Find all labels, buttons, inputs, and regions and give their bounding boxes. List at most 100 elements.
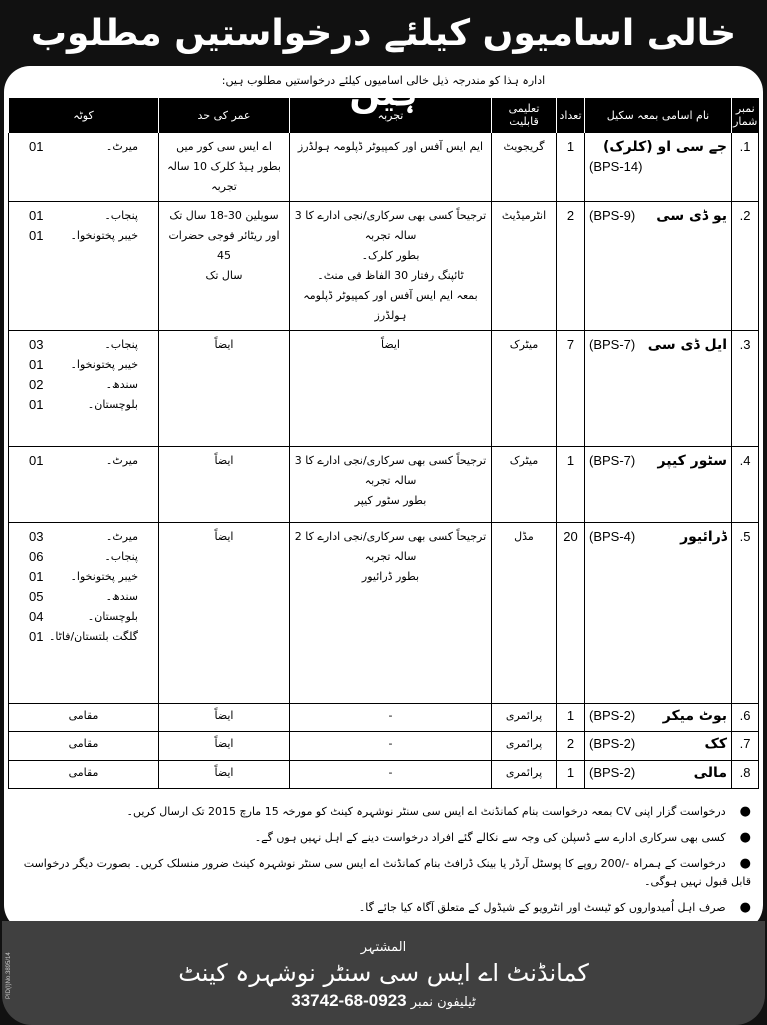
quota-local: مقامی <box>68 709 99 722</box>
post-count: 1 <box>566 765 575 780</box>
note-item: کسی بھی سرکاری ادارے سے ڈسپلن کی وجہ سے … <box>16 825 751 851</box>
cell-post: کک (BPS-2) <box>584 731 732 761</box>
column-header: تعداد <box>556 98 585 133</box>
note-item: صرف اہل اُمیدواروں کو ٹیسٹ اور انٹرویو ک… <box>16 895 751 921</box>
row-number: 6. <box>739 708 751 723</box>
column-header: عمر کی حد <box>158 98 290 133</box>
quota-item: سندھ۔ 05 <box>29 587 138 607</box>
qualification: پرائمری <box>505 766 543 779</box>
quota-item: پنجاب۔ 06 <box>29 547 138 567</box>
age-limit-line: ایضاً <box>214 338 234 351</box>
quota-count: 01 <box>29 357 44 372</box>
qualification: انٹرمیڈیٹ <box>501 209 547 222</box>
quota-count: 01 <box>29 569 44 584</box>
experience-line: ایم ایس آفس اور کمپیوٹر ڈپلومہ ہولڈرز <box>297 140 484 153</box>
pay-scale: (BPS-7) <box>589 453 636 468</box>
table-row: 2. یو ڈی سی (BPS-9) 2 انٹرمیڈیٹ ترجیحاً کسی ب… <box>8 201 759 331</box>
quota-area: پنجاب۔ <box>104 338 138 351</box>
cell-count: 2 <box>556 731 585 761</box>
cell-age-limit: ایضاً <box>158 522 290 704</box>
quota-area: پنجاب۔ <box>104 550 138 563</box>
quota-count: 03 <box>29 529 44 544</box>
quota-area: بلوچستان۔ <box>87 610 138 623</box>
cell-quota: پنجاب۔ 01 خیبر پختونخوا۔ 01 <box>8 201 159 331</box>
cell-age-limit: سویلین 30-18 سال تک اور ریٹائر فوجی حضرات… <box>158 201 290 331</box>
cell-quota: میرٹ۔ 03 پنجاب۔ 06 خیبر پختونخوا۔ 01 سندھ۔ 05 بل… <box>8 522 159 704</box>
post-count: 2 <box>566 208 575 223</box>
cell-qualification: میٹرک <box>491 446 557 523</box>
pid-number: PID(I)No.3895/14 <box>6 952 12 999</box>
cell-number: 2. <box>731 201 759 331</box>
advertiser-block: المشتہر کمانڈنٹ اے ایس سی سنٹر نوشہرہ کی… <box>2 939 765 1015</box>
quota-item: بلوچستان۔ 04 <box>29 607 138 627</box>
cell-qualification: مڈل <box>491 522 557 704</box>
quota-item: میرٹ۔ 03 <box>29 527 138 547</box>
pay-scale: (BPS-4) <box>589 529 636 544</box>
post-count: 1 <box>566 139 575 154</box>
experience-line: بطور ڈرائیور <box>361 570 420 583</box>
quota-item: خیبر پختونخوا۔ 01 <box>29 226 138 246</box>
advertiser-label: المشتہر <box>360 940 407 955</box>
quota-item: خیبر پختونخوا۔ 01 <box>29 567 138 587</box>
cell-qualification: میٹرک <box>491 330 557 447</box>
column-header: تعلیمی قابلیت <box>491 98 557 133</box>
cell-count: 1 <box>556 446 585 523</box>
intro-text: ادارہ ہذا کو مندرجہ ذیل خالی اسامیوں کیل… <box>221 74 546 87</box>
quota-item: سندھ۔ 02 <box>29 375 138 395</box>
cell-quota: میرٹ۔ 01 <box>8 446 159 523</box>
cell-number: 1. <box>731 132 759 202</box>
table-header-row: نمبر شمار نام اسامی بمعہ سکیل تعداد تعلیمی … <box>8 98 759 133</box>
pay-scale: (BPS-7) <box>589 337 636 352</box>
headline: خالی اسامیوں کیلئے درخواستیں مطلوب ہیں <box>30 13 737 114</box>
pay-scale: (BPS-2) <box>589 708 636 723</box>
cell-count: 20 <box>556 522 585 704</box>
quota-item: میرٹ۔ 01 <box>29 451 138 471</box>
row-number: 1. <box>739 139 751 154</box>
cell-post: بوٹ میکر (BPS-2) <box>584 703 732 732</box>
qualification: پرائمری <box>505 737 543 750</box>
quota-item: بلوچستان۔ 01 <box>29 395 138 415</box>
table-row: 7. کک (BPS-2) 2 پرائمری - ایضاً مقامی <box>8 731 759 761</box>
quota-area: میرٹ۔ <box>105 140 138 153</box>
cell-qualification: پرائمری <box>491 731 557 761</box>
qualification: میٹرک <box>509 454 539 467</box>
quota-item: میرٹ۔ 01 <box>29 137 138 157</box>
qualification: گریجویٹ <box>503 140 545 153</box>
experience-line: بطور سٹور کیپر <box>354 494 427 507</box>
cell-count: 7 <box>556 330 585 447</box>
post-count: 2 <box>566 736 575 751</box>
experience-line: بمعہ ایم ایس آفس اور کمپیوٹر ڈپلومہ ہولڈ… <box>303 289 478 322</box>
post-name: کک <box>704 736 727 752</box>
cell-experience: ایم ایس آفس اور کمپیوٹر ڈپلومہ ہولڈرز <box>289 132 492 202</box>
cell-count: 2 <box>556 201 585 331</box>
cell-quota: پنجاب۔ 03 خیبر پختونخوا۔ 01 سندھ۔ 02 بلوچستان۔… <box>8 330 159 447</box>
note-item: درخواست گزار اپنی CV بمعہ درخواست بنام ک… <box>16 799 751 825</box>
age-limit-line: ایضاً <box>214 737 234 750</box>
age-limit-line: اور ریٹائر فوجی حضرات 45 <box>168 229 280 262</box>
cell-qualification: انٹرمیڈیٹ <box>491 201 557 331</box>
post-count: 1 <box>566 453 575 468</box>
row-number: 8. <box>739 765 751 780</box>
cell-quota: مقامی <box>8 760 159 789</box>
column-header: تجربہ <box>289 98 492 133</box>
cell-experience: ترجیحاً کسی بھی سرکاری/نجی ادارے کا 3 سا… <box>289 446 492 523</box>
age-limit-line: سال تک <box>205 269 243 282</box>
age-limit-line: ایضاً <box>214 530 234 543</box>
post-name: یو ڈی سی <box>656 208 727 224</box>
quota-item: خیبر پختونخوا۔ 01 <box>29 355 138 375</box>
quota-area: میرٹ۔ <box>105 454 138 467</box>
experience-line: بطور کلرک۔ <box>361 249 420 262</box>
cell-quota: مقامی <box>8 703 159 732</box>
cell-experience: ترجیحاً کسی بھی سرکاری/نجی ادارے کا 3 سا… <box>289 201 492 331</box>
cell-post: ڈرائیور (BPS-4) <box>584 522 732 704</box>
cell-count: 1 <box>556 760 585 789</box>
pay-scale: (BPS-9) <box>589 208 636 223</box>
cell-number: 4. <box>731 446 759 523</box>
cell-post: سٹور کیپر (BPS-7) <box>584 446 732 523</box>
cell-number: 5. <box>731 522 759 704</box>
experience-line: - <box>388 709 393 722</box>
cell-experience: - <box>289 703 492 732</box>
content-panel: ادارہ ہذا کو مندرجہ ذیل خالی اسامیوں کیل… <box>4 66 763 931</box>
cell-number: 8. <box>731 760 759 789</box>
note-item: درخواست کے ہمراہ -/200 روپے کا پوسٹل آرڈ… <box>16 851 751 895</box>
